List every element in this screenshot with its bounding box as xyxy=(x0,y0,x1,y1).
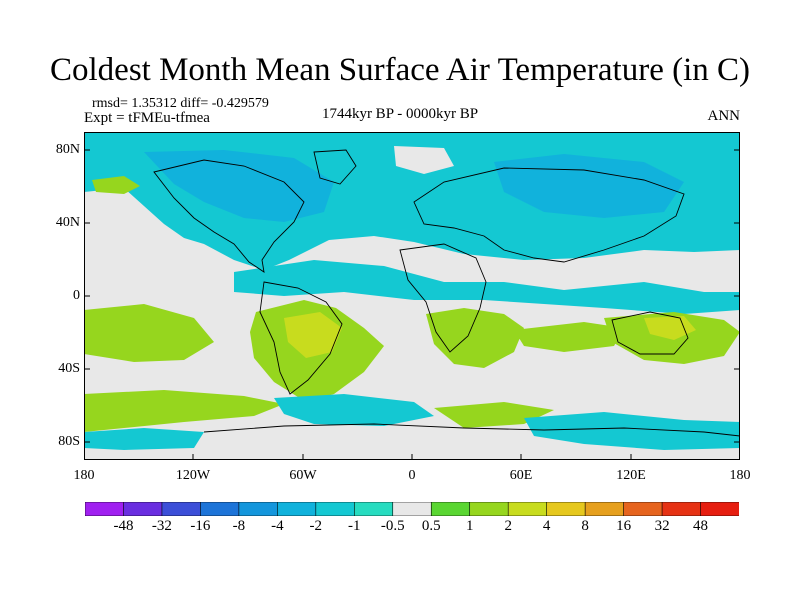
arctic-neutral-patch xyxy=(394,146,454,174)
australia-warmer-core xyxy=(644,316,696,340)
colorbar-swatch xyxy=(277,502,317,516)
lat-label-80n: 80N xyxy=(55,142,80,157)
antarctica-coast xyxy=(203,423,740,437)
north-america-coast xyxy=(153,159,305,273)
colorbar-swatch xyxy=(123,502,163,516)
colorbar-label: -32 xyxy=(151,518,172,534)
colorbar-label: 32 xyxy=(654,518,670,534)
lon-label-60e: 60E xyxy=(509,468,533,483)
coastlines xyxy=(153,149,740,437)
africa-coast xyxy=(399,243,487,353)
colorbar-swatch xyxy=(85,502,125,516)
lat-label-0: 0 xyxy=(73,288,80,303)
colorbar-swatch xyxy=(546,502,586,516)
temperature-anomaly-map xyxy=(84,132,740,460)
colorbar-label: -48 xyxy=(113,518,134,534)
lat-label-40s: 40S xyxy=(58,361,80,376)
southern-ocean-warm-band-east xyxy=(434,402,554,428)
colorbar-label: -0.5 xyxy=(380,518,405,534)
eurasia-coast xyxy=(413,167,685,263)
africa-warm-region xyxy=(426,308,524,368)
colorbar-swatch xyxy=(353,502,394,516)
rmsd-diff-stats: rmsd= 1.35312 diff= -0.429579 xyxy=(92,96,269,111)
lon-label-180e: 180 xyxy=(729,468,751,483)
colorbar-swatch xyxy=(584,502,625,516)
colorbar-label: -8 xyxy=(232,518,246,534)
lon-label-0: 0 xyxy=(408,468,416,483)
colorbar-swatch xyxy=(700,502,739,516)
greenland-warm-patch xyxy=(92,176,140,194)
colorbar-label: 0.5 xyxy=(421,518,441,534)
lon-label-120w: 120W xyxy=(175,468,211,483)
antarctic-cool-band-west xyxy=(84,428,204,450)
colorbar-swatch xyxy=(200,502,240,516)
southern-ocean-warm-band xyxy=(84,390,284,432)
lon-label-60w: 60W xyxy=(289,468,317,483)
south-america-coast xyxy=(259,281,343,395)
greenland-coast xyxy=(313,149,357,185)
indian-ocean-warm-region xyxy=(514,322,624,352)
siberia-cooler-region xyxy=(494,154,684,218)
southern-ocean-cool-band xyxy=(274,394,434,426)
tropical-cool-band xyxy=(234,260,740,314)
experiment-label: Expt = tFMEu-tfmea xyxy=(84,110,210,126)
colorbar-label: 48 xyxy=(693,518,708,534)
period-label: 1744kyr BP - 0000kyr BP xyxy=(321,106,479,122)
pacific-neutral-patch xyxy=(84,188,204,258)
south-america-warmer-core xyxy=(284,312,342,358)
colorbar-label: -2 xyxy=(309,518,323,534)
colorbar-label: 8 xyxy=(581,518,589,534)
colorbar-swatch xyxy=(507,502,548,516)
colorbar-label: 4 xyxy=(542,518,551,534)
australia-coast xyxy=(611,311,689,355)
colorbar-swatch xyxy=(430,502,471,516)
colorbar-swatch xyxy=(392,502,432,516)
colorbar-label: -1 xyxy=(348,518,361,534)
colorbar-label: 1 xyxy=(465,518,474,534)
colorbar-swatch xyxy=(661,502,702,516)
colorbar-swatch xyxy=(623,502,663,516)
colorbar xyxy=(85,502,739,516)
southwest-pacific-warm-region xyxy=(84,304,214,362)
north-cooler-region xyxy=(144,150,334,222)
map-title: Coldest Month Mean Surface Air Temperatu… xyxy=(50,52,750,88)
lon-label-180w: 180 xyxy=(73,468,95,483)
colorbar-label: -16 xyxy=(190,518,211,534)
antarctic-cool-band xyxy=(524,412,740,450)
colorbar-swatch xyxy=(315,502,355,516)
colorbar-swatch xyxy=(469,502,509,516)
colorbar-swatch xyxy=(161,502,202,516)
colorbar-label: 16 xyxy=(616,518,632,534)
colorbar-label: -4 xyxy=(271,518,284,534)
lon-label-120e: 120E xyxy=(616,468,646,483)
lat-label-40n: 40N xyxy=(55,215,80,230)
colorbar-label: 2 xyxy=(504,518,512,534)
season-label: ANN xyxy=(707,108,741,124)
map-ticks xyxy=(84,149,740,460)
colorbar-swatch xyxy=(238,502,279,516)
lat-label-80s: 80S xyxy=(58,434,80,449)
